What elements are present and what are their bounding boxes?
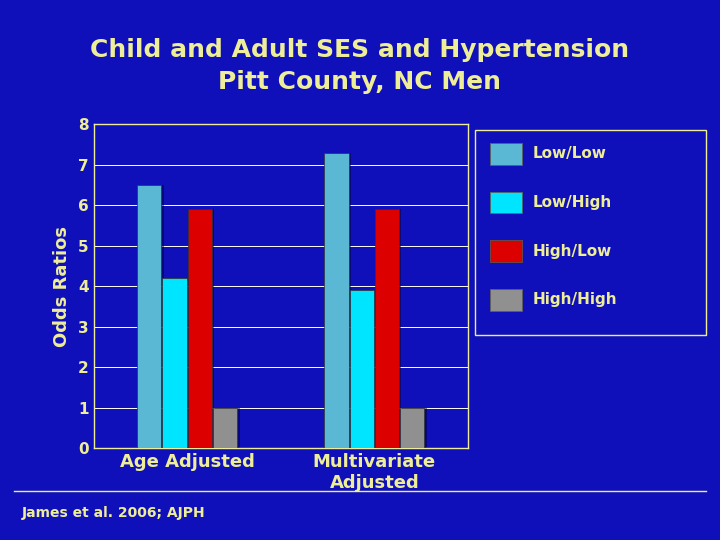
Text: Child and Adult SES and Hypertension: Child and Adult SES and Hypertension bbox=[91, 38, 629, 62]
Bar bbox=[165, 278, 189, 448]
Text: Low/Low: Low/Low bbox=[533, 146, 607, 161]
Text: High/High: High/High bbox=[533, 292, 618, 307]
Bar bbox=[137, 185, 161, 448]
Bar bbox=[140, 185, 163, 448]
Text: Low/High: Low/High bbox=[533, 195, 612, 210]
Bar bbox=[352, 291, 376, 448]
Text: High/Low: High/Low bbox=[533, 244, 612, 259]
Text: Pitt County, NC Men: Pitt County, NC Men bbox=[218, 70, 502, 94]
Bar bbox=[402, 408, 427, 448]
Bar bbox=[400, 408, 425, 448]
Bar bbox=[327, 152, 351, 448]
Text: High/High: High/High bbox=[533, 292, 618, 307]
Bar bbox=[188, 209, 212, 448]
Bar bbox=[324, 152, 348, 448]
Text: High/Low: High/Low bbox=[533, 244, 612, 259]
Bar bbox=[350, 291, 374, 448]
Bar bbox=[377, 209, 402, 448]
Text: James et al. 2006; AJPH: James et al. 2006; AJPH bbox=[22, 506, 205, 520]
Text: Low/High: Low/High bbox=[533, 195, 612, 210]
Bar bbox=[375, 209, 399, 448]
Bar bbox=[190, 209, 215, 448]
Bar bbox=[163, 278, 186, 448]
Y-axis label: Odds Ratios: Odds Ratios bbox=[53, 226, 71, 347]
Bar bbox=[215, 408, 240, 448]
Bar bbox=[213, 408, 238, 448]
Text: Low/Low: Low/Low bbox=[533, 146, 607, 161]
